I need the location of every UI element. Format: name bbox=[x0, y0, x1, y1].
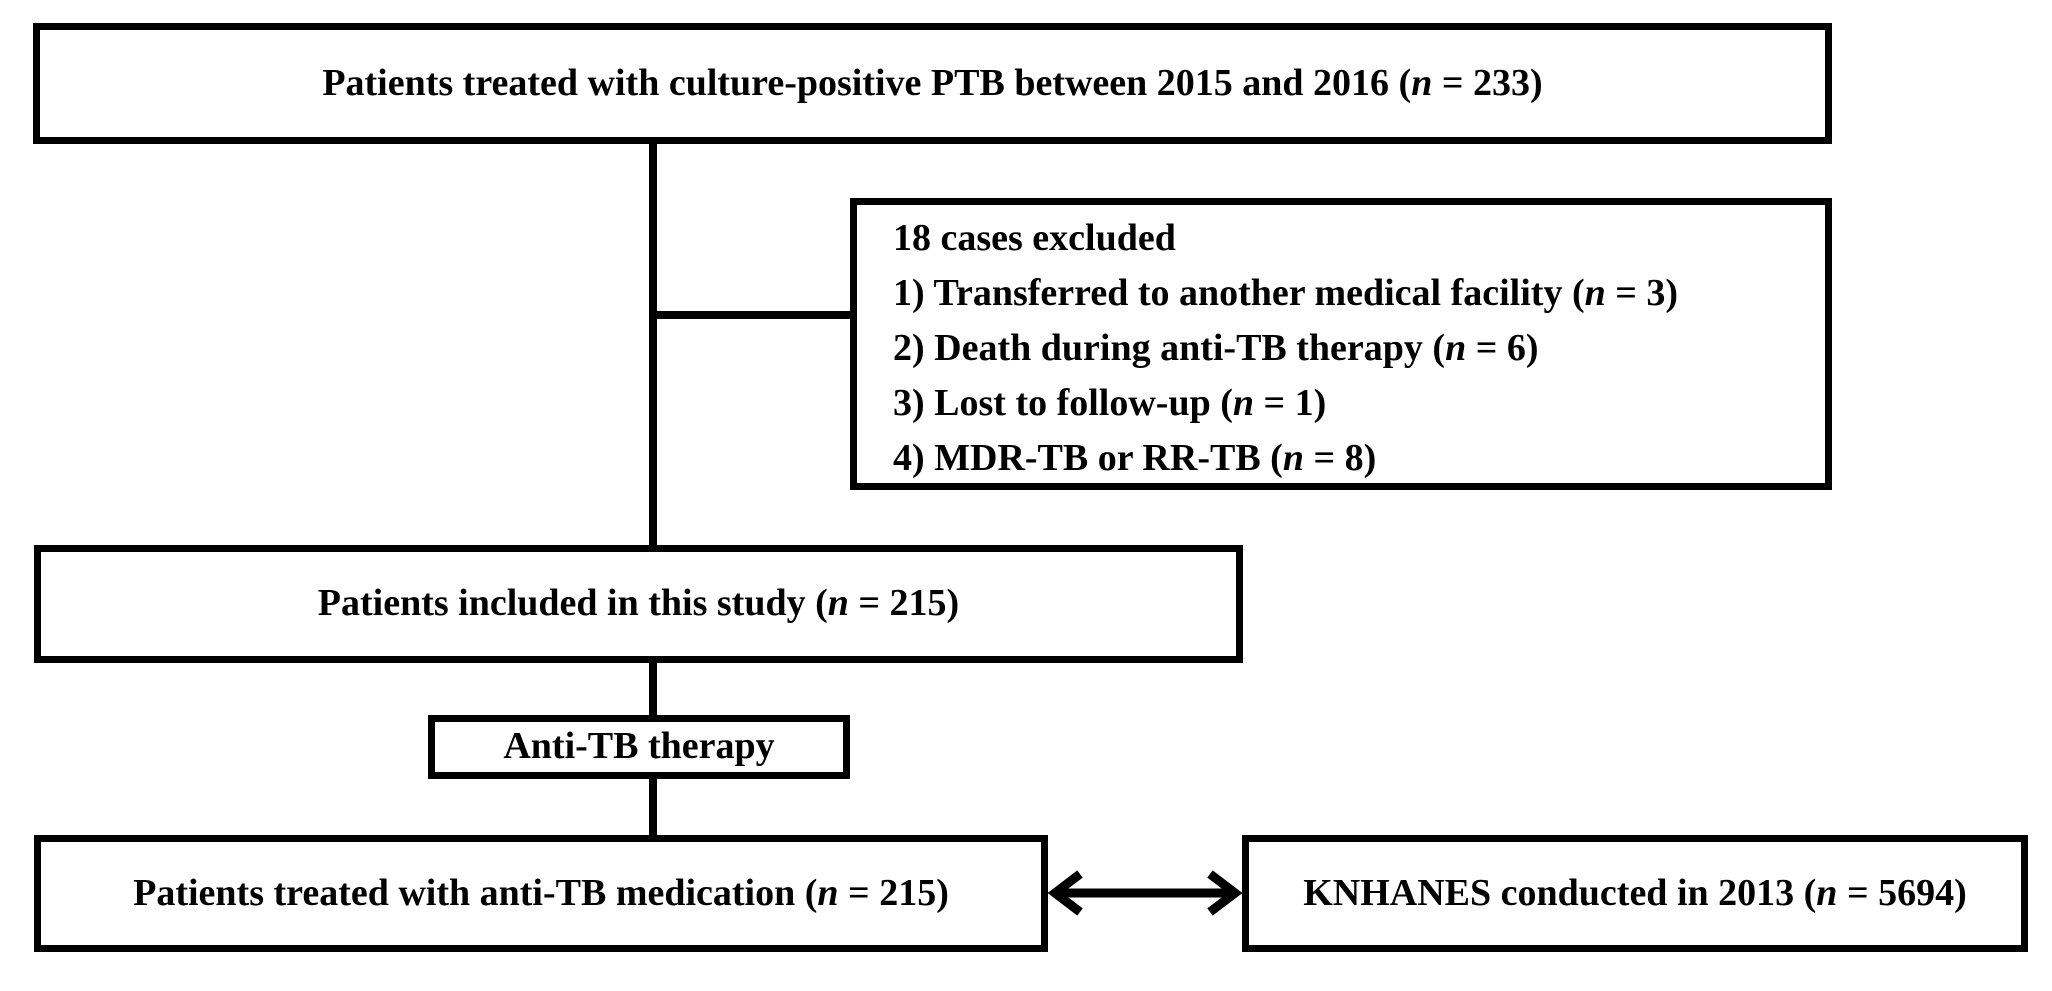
box-knhanes-label: KNHANES conducted in 2013 (n = 5694) bbox=[1303, 871, 1967, 914]
box-culture-positive-ptb: Patients treated with culture-positive P… bbox=[33, 23, 1832, 144]
excluded-item-3: 3) Lost to follow-up (n = 1) bbox=[893, 382, 1327, 424]
box-treated-medication-label: Patients treated with anti-TB medication… bbox=[133, 871, 949, 914]
box-anti-tb-therapy: Anti-TB therapy bbox=[428, 715, 850, 779]
excluded-item-2: 2) Death during anti-TB therapy (n = 6) bbox=[893, 327, 1539, 369]
connector-branch-to-excluded bbox=[649, 311, 854, 319]
box-treated-medication: Patients treated with anti-TB medication… bbox=[34, 835, 1048, 952]
n-variable: n bbox=[1282, 437, 1304, 479]
n-variable: n bbox=[827, 582, 849, 625]
box-cases-excluded: 18 cases excluded 1) Transferred to anot… bbox=[850, 198, 1832, 490]
box-anti-tb-therapy-label: Anti-TB therapy bbox=[503, 725, 775, 768]
n-variable: n bbox=[1411, 61, 1433, 104]
n-variable: n bbox=[1584, 272, 1606, 314]
n-variable: n bbox=[1232, 382, 1255, 424]
n-variable: n bbox=[817, 871, 839, 914]
double-arrow-icon bbox=[1048, 870, 1242, 916]
connector-top-to-included bbox=[649, 140, 657, 550]
box-patients-included-label: Patients included in this study (n = 215… bbox=[317, 582, 960, 625]
box-culture-positive-ptb-label: Patients treated with culture-positive P… bbox=[322, 61, 1543, 104]
box-knhanes: KNHANES conducted in 2013 (n = 5694) bbox=[1242, 835, 2028, 952]
n-variable: n bbox=[1445, 327, 1467, 369]
connector-included-to-therapy bbox=[649, 658, 657, 720]
box-patients-included: Patients included in this study (n = 215… bbox=[34, 545, 1243, 663]
connector-therapy-to-treated bbox=[649, 774, 657, 840]
excluded-title: 18 cases excluded bbox=[893, 217, 1176, 259]
n-variable: n bbox=[1816, 871, 1838, 914]
excluded-item-4: 4) MDR-TB or RR-TB (n = 8) bbox=[893, 437, 1377, 479]
excluded-item-1: 1) Transferred to another medical facili… bbox=[893, 272, 1679, 314]
